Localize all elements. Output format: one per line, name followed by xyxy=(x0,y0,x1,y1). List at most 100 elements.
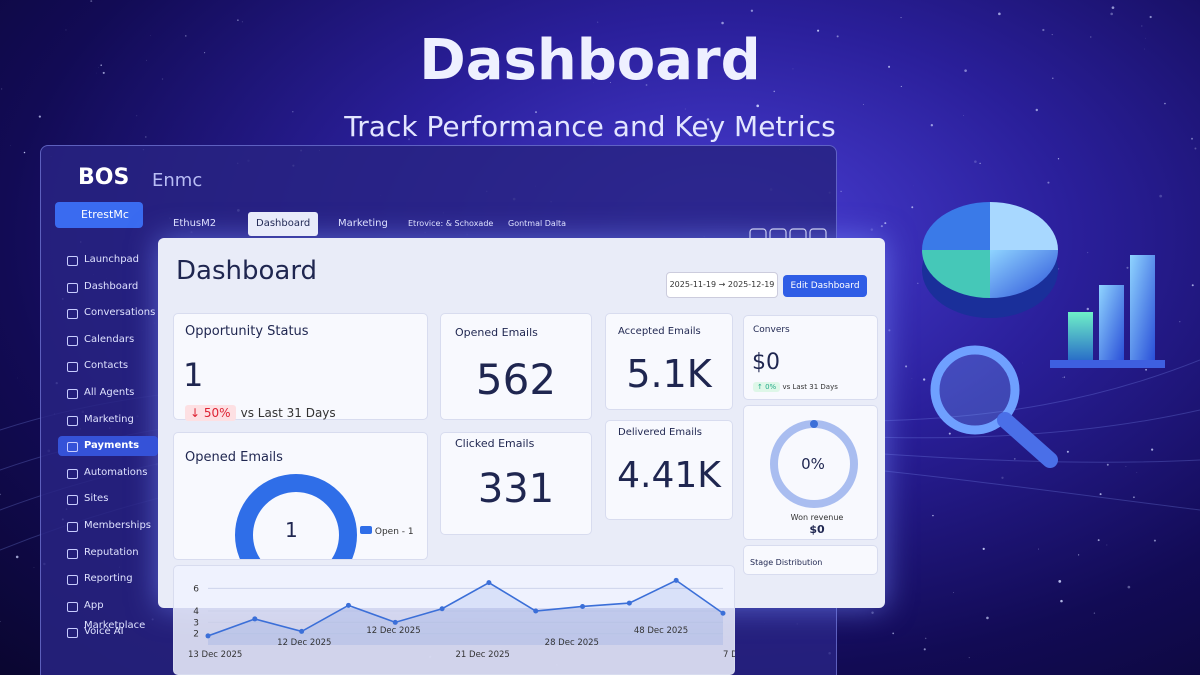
point xyxy=(720,610,726,616)
star xyxy=(1063,376,1066,378)
card-value: 562 xyxy=(475,355,557,404)
point xyxy=(439,606,445,612)
point xyxy=(673,577,679,583)
star xyxy=(597,21,599,23)
star xyxy=(979,162,981,165)
sidebar-item[interactable]: Sites xyxy=(58,489,158,509)
star xyxy=(974,160,977,163)
star xyxy=(23,151,26,154)
star xyxy=(1151,448,1154,451)
hero-title: Dashboard xyxy=(419,28,761,93)
change-value: 50% xyxy=(203,406,231,420)
account-switcher[interactable]: EtrestMc xyxy=(55,202,143,228)
point xyxy=(299,628,305,634)
star xyxy=(1035,108,1039,112)
edit-dashboard-button[interactable]: Edit Dashboard xyxy=(783,275,867,297)
sidebar-item[interactable]: Memberships xyxy=(58,516,158,536)
date-range[interactable]: 2025-11-19 → 2025-12-19 xyxy=(666,272,778,298)
star xyxy=(408,138,411,141)
tab[interactable]: Etrovice: & Schoxade xyxy=(408,219,494,228)
point xyxy=(626,600,632,606)
tab[interactable]: Dashboard xyxy=(248,212,319,236)
tab[interactable]: Marketing xyxy=(338,218,388,229)
change-row: ↑ 0% vs Last 31 Days xyxy=(753,382,838,392)
card-title: Clicked Emails xyxy=(455,437,535,450)
change: ↓ 50% xyxy=(185,405,236,421)
x-tick-label: 48 Dec 2025 xyxy=(634,626,688,636)
star xyxy=(241,21,243,23)
star xyxy=(1099,493,1102,496)
x-tick-label: 12 Dec 2025 xyxy=(366,626,420,636)
star xyxy=(65,29,67,31)
sidebar-item[interactable]: Payments xyxy=(58,436,158,457)
star xyxy=(1164,102,1166,105)
star xyxy=(1086,307,1090,311)
sidebar-item[interactable]: Automations xyxy=(58,463,158,483)
star xyxy=(1058,268,1060,270)
star xyxy=(237,19,239,21)
star xyxy=(1058,580,1062,583)
sidebar-item[interactable]: Reporting xyxy=(58,569,158,589)
sidebar-item[interactable]: App Marketplace xyxy=(58,596,158,631)
tab[interactable]: Gontmal Dalta xyxy=(508,219,567,228)
card xyxy=(605,313,733,410)
star xyxy=(773,90,776,93)
star xyxy=(706,118,710,121)
star xyxy=(1136,471,1138,473)
star xyxy=(863,103,865,105)
chart-card xyxy=(173,565,735,675)
star xyxy=(1191,284,1194,287)
star xyxy=(1086,251,1089,254)
donut xyxy=(235,474,357,559)
card-title: Accepted Emails xyxy=(618,326,701,337)
star xyxy=(1047,181,1050,184)
star xyxy=(1110,12,1113,16)
card-value: 4.41K xyxy=(617,455,721,496)
sidebar-item[interactable]: Reputation xyxy=(58,543,158,563)
star xyxy=(962,115,964,116)
star xyxy=(1097,539,1100,542)
brand: BOS xyxy=(78,165,130,190)
star xyxy=(922,378,926,381)
star xyxy=(1066,450,1069,453)
star xyxy=(900,17,902,19)
star xyxy=(473,125,476,128)
sidebar-item[interactable]: Marketing xyxy=(58,410,158,430)
star xyxy=(0,620,1,623)
star xyxy=(968,657,970,659)
sidebar-item[interactable]: Dashboard xyxy=(58,277,158,297)
sidebar-item[interactable]: All Agents xyxy=(58,383,158,403)
star xyxy=(1090,36,1092,38)
point xyxy=(345,602,351,608)
star xyxy=(33,567,35,568)
tab[interactable]: EthusM2 xyxy=(173,218,217,229)
sidebar-item[interactable]: Calendars xyxy=(58,330,158,350)
star xyxy=(888,329,891,332)
sidebar-item[interactable]: Voice AI xyxy=(58,622,158,642)
x-tick-label: 12 Dec 2025 xyxy=(277,638,331,648)
star xyxy=(610,82,611,83)
card-title: Opportunity Status xyxy=(185,324,309,339)
star xyxy=(145,136,147,138)
donut-value: 1 xyxy=(285,518,298,542)
card-title: Opened Emails xyxy=(455,326,538,339)
star xyxy=(917,282,919,284)
star xyxy=(792,68,794,70)
star xyxy=(1106,544,1108,546)
star xyxy=(1042,28,1045,32)
card xyxy=(173,432,428,560)
sidebar-item[interactable]: Conversations xyxy=(58,303,158,323)
star xyxy=(1057,158,1060,160)
star xyxy=(880,225,883,228)
star xyxy=(204,52,206,54)
star xyxy=(1078,554,1080,556)
sidebar-item[interactable]: Contacts xyxy=(58,356,158,376)
sidebar-item[interactable]: Launchpad xyxy=(58,250,158,270)
point xyxy=(533,608,539,614)
star xyxy=(146,59,147,61)
star xyxy=(870,228,874,231)
star xyxy=(0,88,3,90)
point xyxy=(205,633,211,639)
star xyxy=(1145,368,1147,371)
